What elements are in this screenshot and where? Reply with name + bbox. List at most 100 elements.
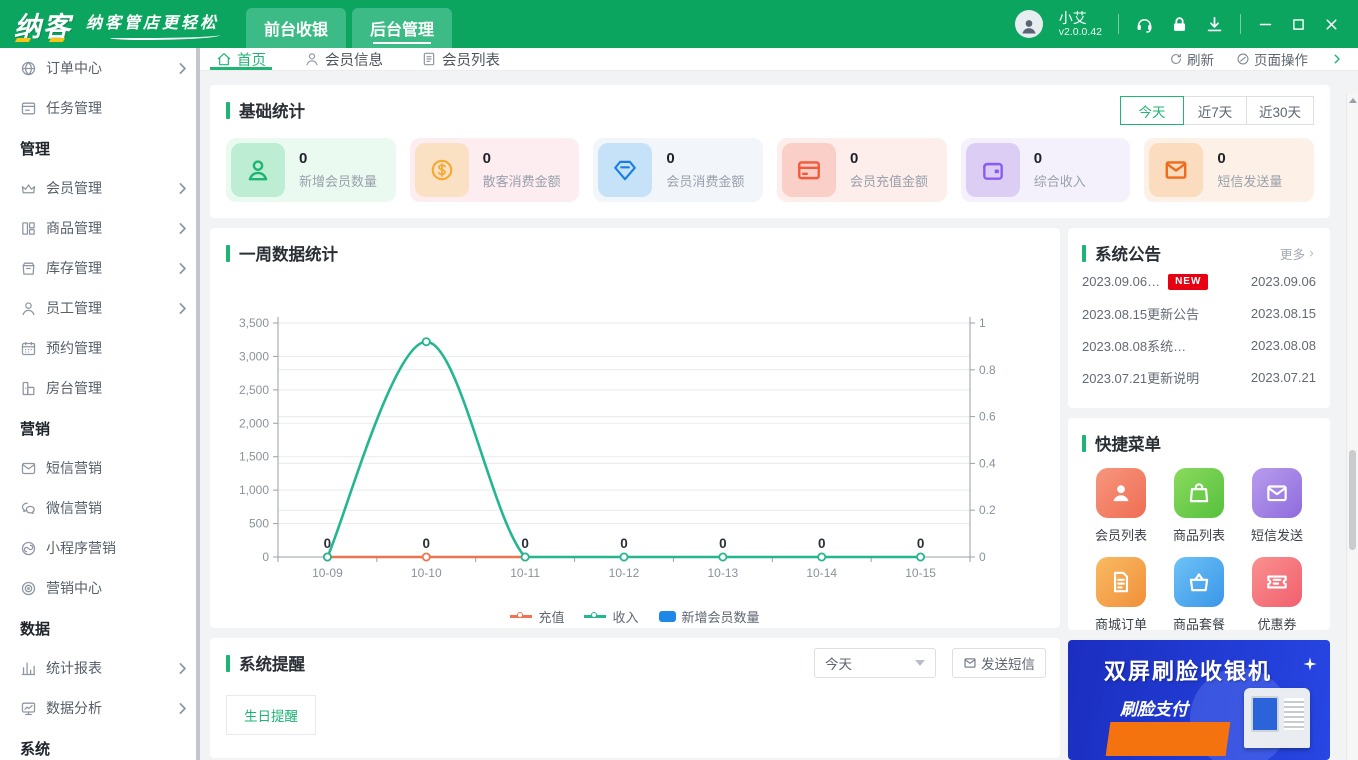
sidebar-item[interactable]: 营销中心 [0,568,200,608]
expand-chevron-icon[interactable] [1330,52,1344,66]
sidebar-item[interactable]: 订单中心 [0,48,200,88]
mini-icon [20,540,37,557]
page-tab[interactable]: 会员信息 [304,48,383,70]
legend-item[interactable]: 新增会员数量 [658,607,760,626]
scroll-up-arrow[interactable] [1349,98,1357,103]
sidebar-item[interactable]: 预约管理 [0,328,200,368]
quick-menu-item[interactable]: 优惠券 [1252,557,1302,633]
title-accent-bar [226,244,230,262]
stat-label: 散客消费金额 [482,174,561,189]
doc-icon [421,51,437,67]
page-tab[interactable]: 会员列表 [421,48,500,70]
basic-stats-panel: 基础统计 今天 近7天 近30天 0 新增会员数量 0 散客消费金额 0 会员消费金额 0 会员充… [210,85,1330,218]
quick-menu-panel: 快捷菜单 会员列表 商品列表 短信发送 商城订单 商品套餐 优惠券 [1068,418,1330,633]
user-name: 小艾 [1058,9,1087,26]
sidebar-item[interactable]: 统计报表 [0,648,200,688]
sidebar-item[interactable]: 短信营销 [0,448,200,488]
chevron-right-icon [174,220,191,237]
quick-menu-item[interactable]: 商城订单 [1095,557,1147,633]
maximize-button[interactable] [1290,16,1307,33]
sidebar-item-label: 预约管理 [46,340,102,356]
quick-menu-item[interactable]: 商品列表 [1173,468,1225,544]
recharge-point [421,552,431,562]
stat-value: 0 [1033,150,1043,167]
avatar[interactable] [1014,10,1043,38]
range-button[interactable]: 今天 [1119,96,1184,125]
system-reminders-panel: 系统提醒 今天 发送短信 [210,638,1060,758]
range-button[interactable]: 近30天 [1245,96,1314,125]
scrollbar-thumb[interactable] [1349,450,1356,550]
qenvelope-icon [1264,480,1290,506]
logo-accent [48,37,66,42]
quick-icon-block [1173,557,1224,607]
ad-orange-block [1105,722,1231,756]
sidebar-scrollbar[interactable] [196,48,200,760]
page-actions-button[interactable]: 页面操作 [1236,49,1308,69]
logo-text: 纳客 [14,11,72,42]
sidebar-item[interactable]: 员工管理 [0,288,200,328]
tagline-underline [110,33,220,40]
page-tab-label: 会员信息 [325,52,383,69]
sms-icon [963,656,977,670]
close-button[interactable] [1323,16,1340,33]
stat-cards-row: 0 新增会员数量 0 散客消费金额 0 会员消费金额 0 会员充值金额 0 综合收入 0 短信发送量 [226,138,1315,202]
sidebar-item[interactable]: 库存管理 [0,248,200,288]
chevron-right-icon [174,180,191,197]
sidebar-item-label: 会员管理 [46,180,102,196]
notice-row[interactable]: 2023.08.15更新公告 2023.08.15 [1082,298,1316,329]
page-tab[interactable]: 首页 [210,48,272,70]
system-reminders-title: 系统提醒 [226,651,1044,675]
sidebar-item[interactable]: 房台管理 [0,368,200,408]
sidebar-item[interactable]: 微信营销 [0,488,200,528]
legend-item[interactable]: 充值 [510,607,564,626]
reminder-tab[interactable]: 生日提醒 [226,695,316,735]
notice-date: 2023.07.21 [1250,370,1316,385]
title-accent-bar [1082,434,1086,452]
lock-icon[interactable] [1170,15,1189,34]
quick-menu-item[interactable]: 会员列表 [1095,468,1147,544]
sidebar-item[interactable]: 任务管理 [0,88,200,128]
send-sms-button[interactable]: 发送短信 [952,648,1046,678]
stat-card: 0 短信发送量 [1144,138,1315,202]
notice-text: 2023.08.15更新公告 [1082,307,1200,322]
sidebar-item-label: 短信营销 [46,460,102,476]
notice-row[interactable]: 2023.09.06… NEW 2023.09.06 [1082,266,1316,297]
weekly-chart-panel: 一周数据统计 0 500 1,000 1,500 2,000 2,500 3,000 3,50… [210,228,1060,628]
user-block[interactable]: 小艾 v2.0.0.42 [1059,10,1102,38]
tagline: 纳客管店更轻松 [86,9,220,40]
quick-menu-item[interactable]: 商品套餐 [1173,557,1225,633]
point-label: 0 [818,536,826,551]
reminder-tabs: 生日提醒 [226,695,1044,735]
quick-menu-item[interactable]: 短信发送 [1251,468,1303,544]
qdoc-icon [1108,569,1134,595]
sidebar-item[interactable]: 商品管理 [0,208,200,248]
stat-label: 新增会员数量 [299,174,378,189]
sidebar-item[interactable]: 数据分析 [0,688,200,728]
quick-menu-grid: 会员列表 商品列表 短信发送商城订单 商品套餐 优惠券 [1082,468,1316,633]
legend-item[interactable]: 收入 [584,607,639,626]
range-button[interactable]: 近7天 [1182,96,1247,125]
sidebar-item[interactable]: 会员管理 [0,168,200,208]
ad-banner[interactable]: 双屏刷脸收银机 刷脸支付 [1068,640,1330,760]
y-axis-label: 1,500 [239,450,269,464]
minimize-button[interactable] [1257,16,1274,33]
download-icon[interactable] [1205,15,1224,34]
point-label: 0 [620,536,628,551]
vertical-scrollbar[interactable] [1346,93,1358,760]
notice-row[interactable]: 2023.07.21更新说明 2023.07.21 [1082,362,1316,393]
sidebar-item[interactable]: 小程序营销 [0,528,200,568]
y-axis-label: 500 [249,517,269,531]
notices-more-link[interactable]: 更多 [1280,244,1316,263]
reminder-range-select[interactable]: 今天 [814,648,936,678]
refresh-button[interactable]: 刷新 [1169,49,1214,69]
user-icon [304,51,320,67]
point-label: 0 [324,536,332,551]
mode-tab-admin[interactable]: 后台管理 [352,8,452,48]
income-point [718,552,728,562]
mode-tab-pos[interactable]: 前台收银 [246,8,346,48]
support-icon[interactable] [1135,15,1154,34]
notice-row[interactable]: 2023.08.08系统… 2023.08.08 [1082,330,1316,361]
sidebar-item-label: 员工管理 [46,300,102,316]
notice-text: 2023.07.21更新说明 [1082,371,1200,386]
sidebar-item-label: 商品管理 [46,220,102,236]
